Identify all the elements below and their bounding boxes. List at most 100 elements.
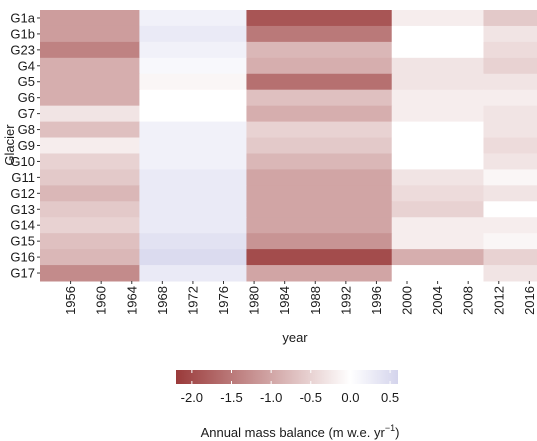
heat-cell	[246, 25, 393, 43]
y-tick-label: G11	[11, 170, 35, 185]
heat-cell	[139, 153, 247, 170]
colorbar-tick-label: 0.0	[341, 390, 359, 405]
heat-cell	[246, 217, 393, 234]
heat-cell	[40, 105, 140, 123]
heat-cell	[391, 121, 484, 139]
heat-cell	[40, 265, 140, 282]
heat-cell	[246, 185, 393, 202]
heat-cell	[139, 249, 247, 266]
heat-cell	[483, 201, 537, 218]
y-tick-label: G7	[18, 106, 35, 121]
x-tick-label: 1960	[94, 286, 109, 315]
colorbar	[176, 370, 398, 384]
x-tick-label: 1964	[124, 286, 139, 315]
heat-cell	[246, 105, 393, 123]
heat-cell	[391, 89, 484, 107]
heat-cell	[483, 41, 537, 59]
heat-cell	[40, 25, 140, 43]
heat-cell	[246, 121, 393, 139]
heat-cell	[139, 25, 247, 43]
legend-title-sup: −1	[385, 423, 395, 433]
heat-cell	[391, 201, 484, 218]
heat-cell	[40, 89, 140, 107]
heat-cell	[246, 201, 393, 218]
heat-cell	[483, 217, 537, 234]
x-tick-label: 1956	[63, 286, 78, 315]
heat-cell	[483, 137, 537, 154]
heat-cell	[391, 105, 484, 123]
heat-cell	[139, 57, 247, 75]
heat-cell	[391, 153, 484, 170]
heat-cell	[483, 249, 537, 266]
heat-cell	[246, 137, 393, 154]
heat-cell	[139, 121, 247, 139]
y-tick-label: G14	[10, 218, 35, 233]
heat-cell	[391, 137, 484, 154]
heat-cell	[139, 169, 247, 186]
heat-cell	[139, 185, 247, 202]
heat-cell	[40, 137, 140, 154]
x-tick-label: 1988	[308, 286, 323, 315]
heat-cell	[40, 57, 140, 75]
heat-cell	[139, 41, 247, 59]
heat-cell	[246, 153, 393, 170]
heat-cell	[40, 73, 140, 91]
heat-cell	[139, 105, 247, 123]
x-tick-label: 1992	[338, 286, 353, 315]
heat-cell	[139, 233, 247, 250]
heat-cell	[139, 10, 247, 27]
heat-cell	[391, 185, 484, 202]
heat-cell	[391, 249, 484, 266]
x-tick-label: 1984	[277, 286, 292, 315]
heat-cell	[483, 89, 537, 107]
heat-cell	[40, 217, 140, 234]
y-tick-label: G9	[18, 138, 35, 153]
x-tick-label: 1996	[369, 286, 384, 315]
x-tick-label: 2000	[400, 286, 415, 315]
y-tick-label: G4	[18, 58, 35, 73]
legend-title-main: Annual mass balance (m w.e. yr	[201, 425, 386, 440]
heat-cell	[246, 89, 393, 107]
x-tick-label: 1976	[216, 286, 231, 315]
heat-cell	[391, 217, 484, 234]
y-tick-label: G1b	[10, 26, 35, 41]
heat-cell	[40, 153, 140, 170]
heat-cell	[139, 137, 247, 154]
heat-cell	[40, 10, 140, 27]
heat-cell	[40, 169, 140, 186]
heat-cell	[391, 265, 484, 282]
y-tick-label: G12	[10, 186, 35, 201]
x-tick-label: 1968	[155, 286, 170, 315]
heat-cell	[40, 201, 140, 218]
heat-cell	[483, 121, 537, 139]
heat-cell	[40, 121, 140, 139]
y-tick-label: G16	[10, 250, 35, 265]
heat-cell	[246, 169, 393, 186]
heat-cell	[246, 41, 393, 59]
x-tick-label: 2008	[461, 286, 476, 315]
colorbar-tick-label: -1.0	[260, 390, 282, 405]
heat-cell	[139, 73, 247, 91]
heat-cell	[139, 89, 247, 107]
y-tick-label: G17	[10, 266, 35, 281]
heat-cell	[391, 41, 484, 59]
heat-cell	[40, 249, 140, 266]
y-tick-label: G6	[18, 90, 35, 105]
x-axis-label: year	[282, 330, 308, 345]
heat-cell	[391, 25, 484, 43]
colorbar-tick-label: 0.5	[381, 390, 399, 405]
heat-cell	[483, 153, 537, 170]
colorbar-tick-label: -1.5	[220, 390, 242, 405]
heat-cell	[483, 233, 537, 250]
heat-cell	[246, 233, 393, 250]
heat-cell	[40, 233, 140, 250]
heat-cell	[246, 57, 393, 75]
heat-cell	[483, 57, 537, 75]
y-tick-label: G8	[18, 122, 35, 137]
legend-title-end: )	[395, 425, 399, 440]
heat-cell	[246, 10, 393, 27]
heat-cell	[483, 169, 537, 186]
heat-cell	[483, 25, 537, 43]
heat-cell	[139, 201, 247, 218]
